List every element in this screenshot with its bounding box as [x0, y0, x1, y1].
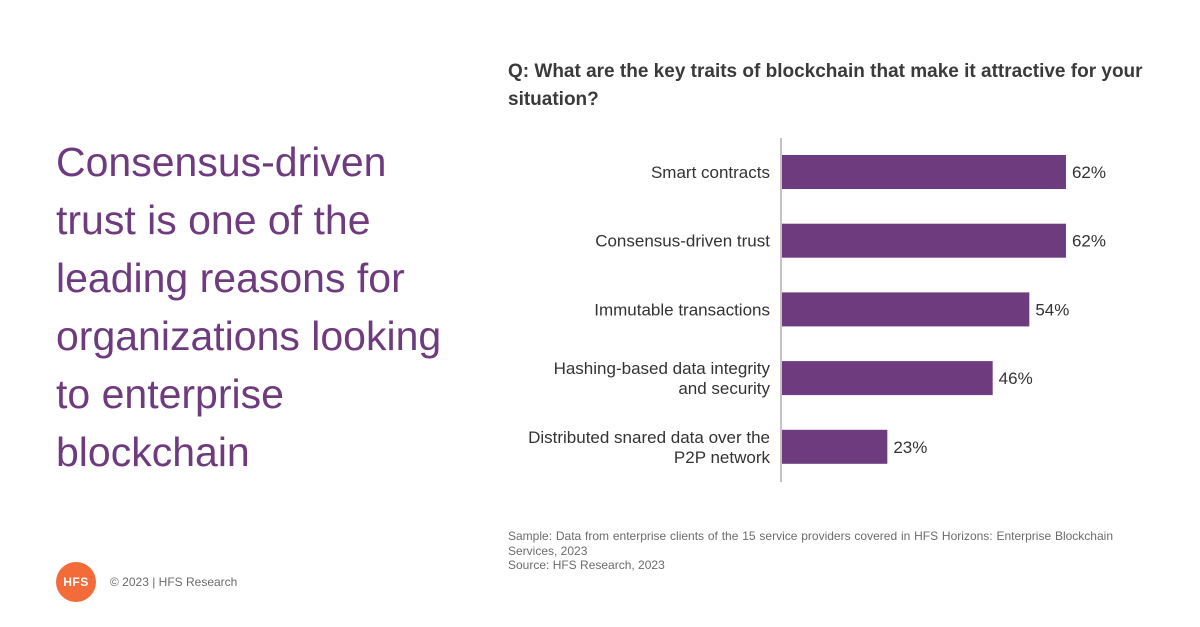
sample-note: Sample: Data from enterprise clients of … — [508, 529, 1113, 558]
bar-4 — [782, 429, 888, 464]
value-label-4: 23% — [893, 438, 927, 457]
copyright-text: © 2023 | HFS Research — [110, 575, 238, 589]
bar-0 — [782, 155, 1066, 189]
category-label-4-line-1: P2P network — [674, 448, 771, 467]
value-label-3: 46% — [999, 369, 1033, 388]
category-label-3-line-1: and security — [678, 379, 770, 398]
value-label-1: 62% — [1072, 232, 1106, 251]
category-label-4-line-0: Distributed snared data over the — [528, 428, 770, 447]
hfs-logo: HFS — [56, 562, 96, 602]
bar-1 — [782, 223, 1066, 258]
bar-2 — [782, 292, 1030, 327]
category-label-1: Consensus-driven trust — [595, 232, 770, 251]
bar-3 — [782, 361, 993, 396]
chart-question-title: Q: What are the key traits of blockchain… — [508, 61, 1143, 110]
category-label-3-line-0: Hashing-based data integrity — [554, 359, 771, 378]
value-label-2: 54% — [1035, 300, 1069, 319]
value-label-0: 62% — [1072, 163, 1106, 182]
category-label-2: Immutable transactions — [594, 300, 770, 319]
chart-notes: Sample: Data from enterprise clients of … — [508, 529, 1113, 573]
headline: Consensus-driven trust is one of the lea… — [56, 139, 442, 475]
category-label-0: Smart contracts — [651, 163, 770, 182]
source-note: Source: HFS Research, 2023 — [508, 558, 665, 572]
